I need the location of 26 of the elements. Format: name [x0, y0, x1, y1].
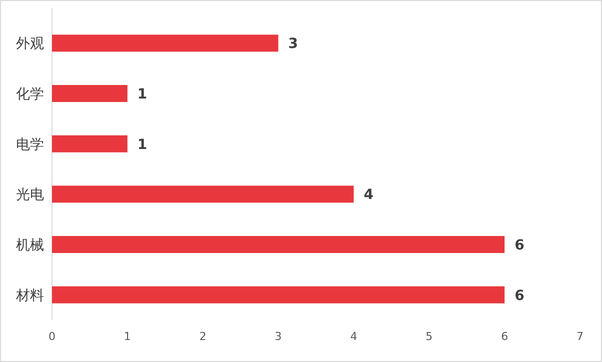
y-tick-label: 机械 — [16, 236, 44, 252]
data-label: 1 — [137, 136, 148, 153]
data-label: 3 — [288, 36, 298, 52]
x-tick-label: 6 — [501, 330, 508, 343]
y-tick-label: 电学 — [16, 136, 44, 152]
y-tick-label: 化学 — [16, 86, 44, 102]
x-tick-label: 0 — [48, 330, 56, 343]
bar — [52, 34, 278, 52]
x-tick-label: 1 — [124, 330, 131, 343]
x-tick-label: 7 — [576, 330, 584, 343]
y-tick-label: 外观 — [16, 35, 44, 52]
bar — [52, 85, 128, 102]
bar — [52, 186, 354, 203]
data-label: 4 — [364, 187, 374, 204]
y-tick-label: 材料 — [15, 286, 44, 303]
data-label: 6 — [514, 288, 524, 304]
x-tick-label: 4 — [350, 330, 358, 343]
x-tick-label: 3 — [274, 330, 282, 343]
bar — [52, 236, 505, 253]
data-label: 6 — [514, 238, 524, 254]
x-tick-label: 2 — [199, 330, 206, 343]
bar — [52, 286, 505, 304]
data-label: 1 — [137, 86, 148, 102]
bar — [52, 135, 128, 152]
x-tick-label: 5 — [426, 330, 433, 343]
y-tick-label: 光电 — [16, 186, 44, 202]
